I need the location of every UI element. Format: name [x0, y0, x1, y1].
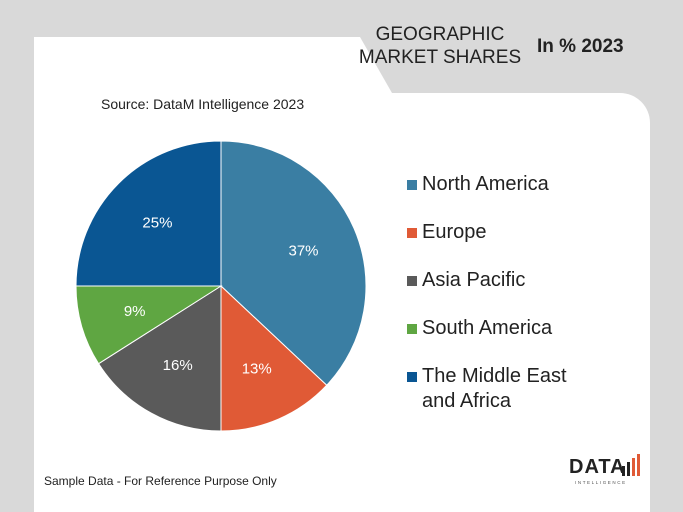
pie-slice-europe [220, 284, 328, 432]
chart-title-line2: MARKET SHARES [358, 47, 522, 68]
legend-label: Europe [422, 221, 487, 243]
legend-swatch [407, 276, 417, 286]
datam-logo: DATA INTELLIGENCE [569, 450, 649, 492]
logo-bars-icon [622, 454, 640, 476]
logo-text: DATA [569, 456, 626, 478]
legend-label: North America [422, 173, 549, 195]
legend-swatch [407, 324, 417, 334]
data-label-the-middle-east-and-africa: 25% [142, 214, 172, 231]
chart-title-unit: In % 2023 [537, 36, 624, 57]
logo-subtext: INTELLIGENCE [575, 480, 627, 485]
legend-swatch [407, 228, 417, 238]
source-note: Source: DataM Intelligence 2023 [101, 96, 305, 112]
chart-title-line1: GEOGRAPHIC [375, 24, 505, 45]
data-label-europe: 13% [242, 361, 272, 378]
pie-slice-asia-pacific [97, 285, 222, 432]
footnote: Sample Data - For Reference Purpose Only [44, 474, 277, 488]
pie-slice-south-america [75, 285, 223, 365]
legend-label: Asia Pacific [422, 269, 526, 291]
legend-label: The Middle East and Africa [422, 365, 567, 412]
legend-swatch [407, 372, 417, 382]
legend-swatch [407, 180, 417, 190]
data-label-north-america: 37% [288, 242, 318, 259]
data-label-asia-pacific: 16% [163, 357, 193, 374]
legend-label: South America [422, 317, 553, 339]
data-label-south-america: 9% [124, 303, 146, 320]
pie-slice-the-middle-east-and-africa [75, 140, 222, 287]
pie-slice-north-america [220, 140, 367, 386]
